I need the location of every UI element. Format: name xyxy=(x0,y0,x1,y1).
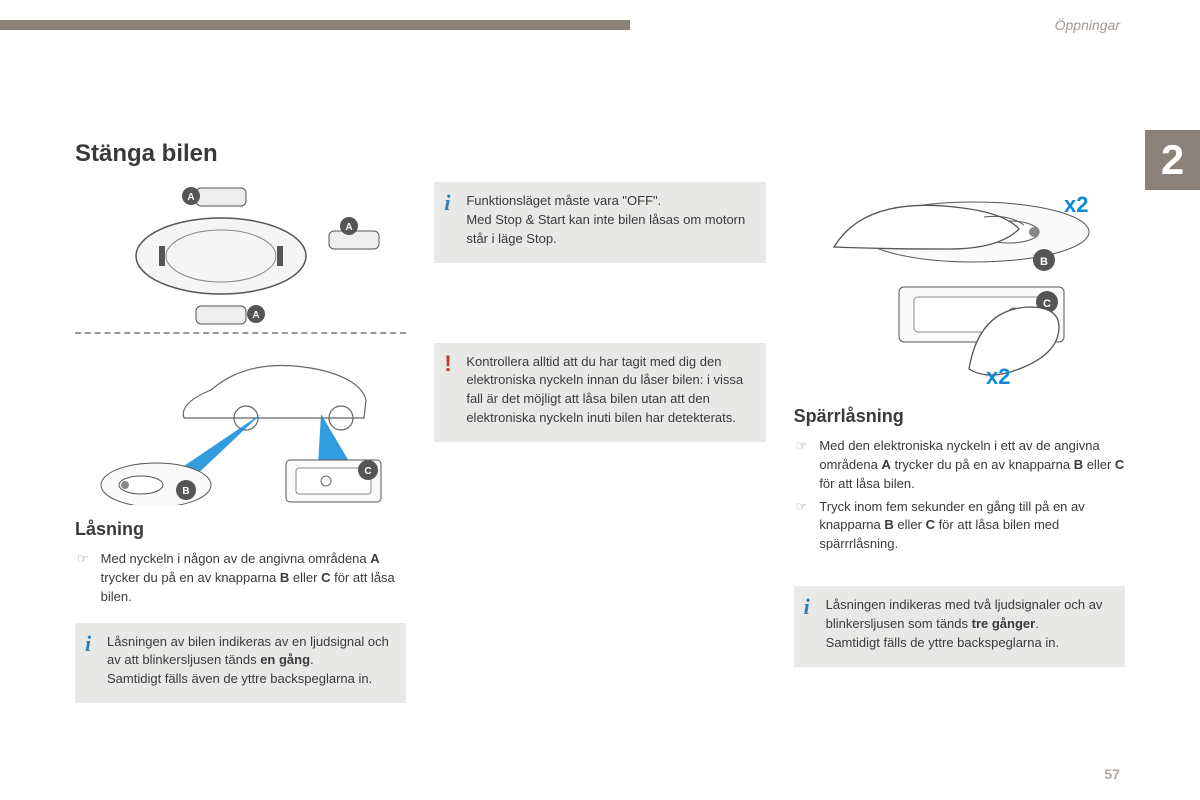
info-icon: i xyxy=(444,192,466,249)
svg-text:A: A xyxy=(187,192,194,203)
warning-icon: ! xyxy=(444,353,466,428)
subtitle-deadlocking: Spärrlåsning xyxy=(794,406,1125,427)
page-content: Stänga bilen A A A xyxy=(75,140,1125,703)
svg-text:B: B xyxy=(182,486,189,497)
list-item: Med nyckeln i någon av de angivna område… xyxy=(77,550,406,607)
deadlocking-instructions: Med den elektroniska nyckeln i ett av de… xyxy=(796,437,1125,558)
svg-text:C: C xyxy=(364,466,371,477)
dashed-separator xyxy=(75,332,406,334)
column-left: Stänga bilen A A A xyxy=(75,140,406,703)
info-box-locking-signal: i Låsningen av bilen indikeras av en lju… xyxy=(75,623,406,704)
column-right: x2 B C x2 Spärrlåsning xyxy=(794,140,1125,703)
svg-text:x2: x2 xyxy=(1064,192,1088,217)
svg-text:A: A xyxy=(345,222,352,233)
info-icon: i xyxy=(85,633,107,690)
list-item: Med den elektroniska nyckeln i ett av de… xyxy=(796,437,1125,494)
info-box-off-mode: i Funktionsläget måste vara "OFF". Med S… xyxy=(434,182,765,263)
info-box-deadlock-signal: i Låsningen indikeras med två ljudsignal… xyxy=(794,586,1125,667)
locking-instructions: Med nyckeln i någon av de angivna område… xyxy=(77,550,406,611)
list-item: Tryck inom fem sekunder en gång till på … xyxy=(796,498,1125,555)
column-middle: i Funktionsläget måste vara "OFF". Med S… xyxy=(434,140,765,703)
main-title: Stänga bilen xyxy=(75,140,406,168)
chapter-number-badge: 2 xyxy=(1145,130,1200,190)
svg-text:B: B xyxy=(1040,256,1048,268)
svg-text:A: A xyxy=(252,310,259,321)
svg-text:x2: x2 xyxy=(986,364,1010,389)
figure-side-beams: B C xyxy=(75,340,406,505)
header-accent-bar xyxy=(0,20,630,30)
info-icon: i xyxy=(804,596,826,653)
warning-box-key-check: ! Kontrollera alltid att du har tagit me… xyxy=(434,343,765,442)
subtitle-locking: Låsning xyxy=(75,519,406,540)
page-number: 57 xyxy=(1104,766,1120,782)
section-label: Öppningar xyxy=(1055,17,1120,33)
figure-press-twice: x2 B C x2 xyxy=(794,182,1125,392)
figure-top-view-zones: A A A xyxy=(75,186,406,326)
